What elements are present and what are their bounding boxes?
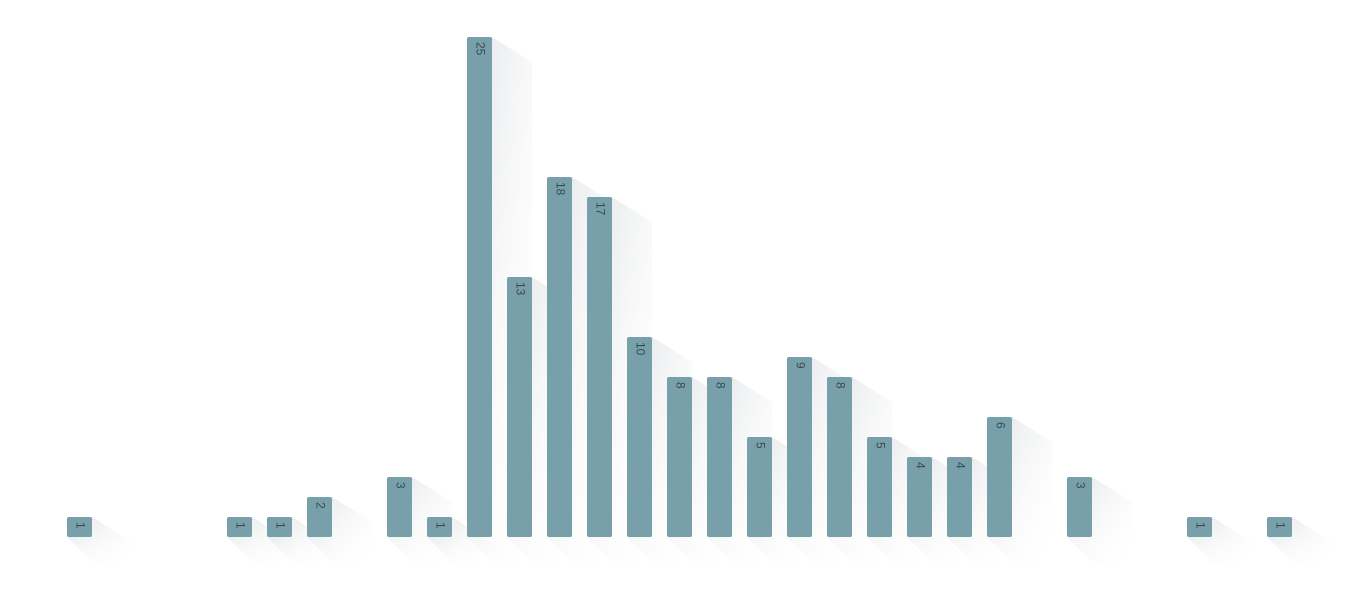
value-label: 8 <box>713 382 727 389</box>
bar <box>67 517 92 537</box>
bar <box>547 177 572 537</box>
bar <box>267 517 292 537</box>
value-label: 17 <box>593 202 607 216</box>
value-label: 1 <box>1193 522 1207 529</box>
bar <box>387 477 412 537</box>
value-label: 18 <box>553 182 567 196</box>
bar <box>787 357 812 537</box>
value-label: 3 <box>1073 482 1087 489</box>
value-label: 1 <box>433 522 447 529</box>
bar <box>1187 517 1212 537</box>
bar <box>827 377 852 537</box>
value-label: 1 <box>1273 522 1287 529</box>
bar <box>867 437 892 537</box>
value-label: 10 <box>633 342 647 356</box>
bar <box>1067 477 1092 537</box>
value-label: 6 <box>993 422 1007 429</box>
value-label: 1 <box>273 522 287 529</box>
bar <box>627 337 652 537</box>
value-label: 5 <box>753 442 767 449</box>
bar <box>587 197 612 537</box>
value-label: 13 <box>513 282 527 296</box>
bar <box>467 37 492 537</box>
value-label: 25 <box>473 42 487 56</box>
value-label: 3 <box>393 482 407 489</box>
bar <box>747 437 772 537</box>
bar <box>947 457 972 537</box>
value-label: 1 <box>233 522 247 529</box>
bar <box>987 417 1012 537</box>
value-label: 8 <box>673 382 687 389</box>
bar <box>307 497 332 537</box>
value-label: 1 <box>73 522 87 529</box>
value-label: 4 <box>953 462 967 469</box>
bar <box>507 277 532 537</box>
value-label: 2 <box>313 502 327 509</box>
value-label: 9 <box>793 362 807 369</box>
value-label: 5 <box>873 442 887 449</box>
value-label: 4 <box>913 462 927 469</box>
bar <box>1267 517 1292 537</box>
bar <box>667 377 692 537</box>
bar <box>427 517 452 537</box>
bar <box>907 457 932 537</box>
value-label: 8 <box>833 382 847 389</box>
bar <box>707 377 732 537</box>
bar <box>227 517 252 537</box>
